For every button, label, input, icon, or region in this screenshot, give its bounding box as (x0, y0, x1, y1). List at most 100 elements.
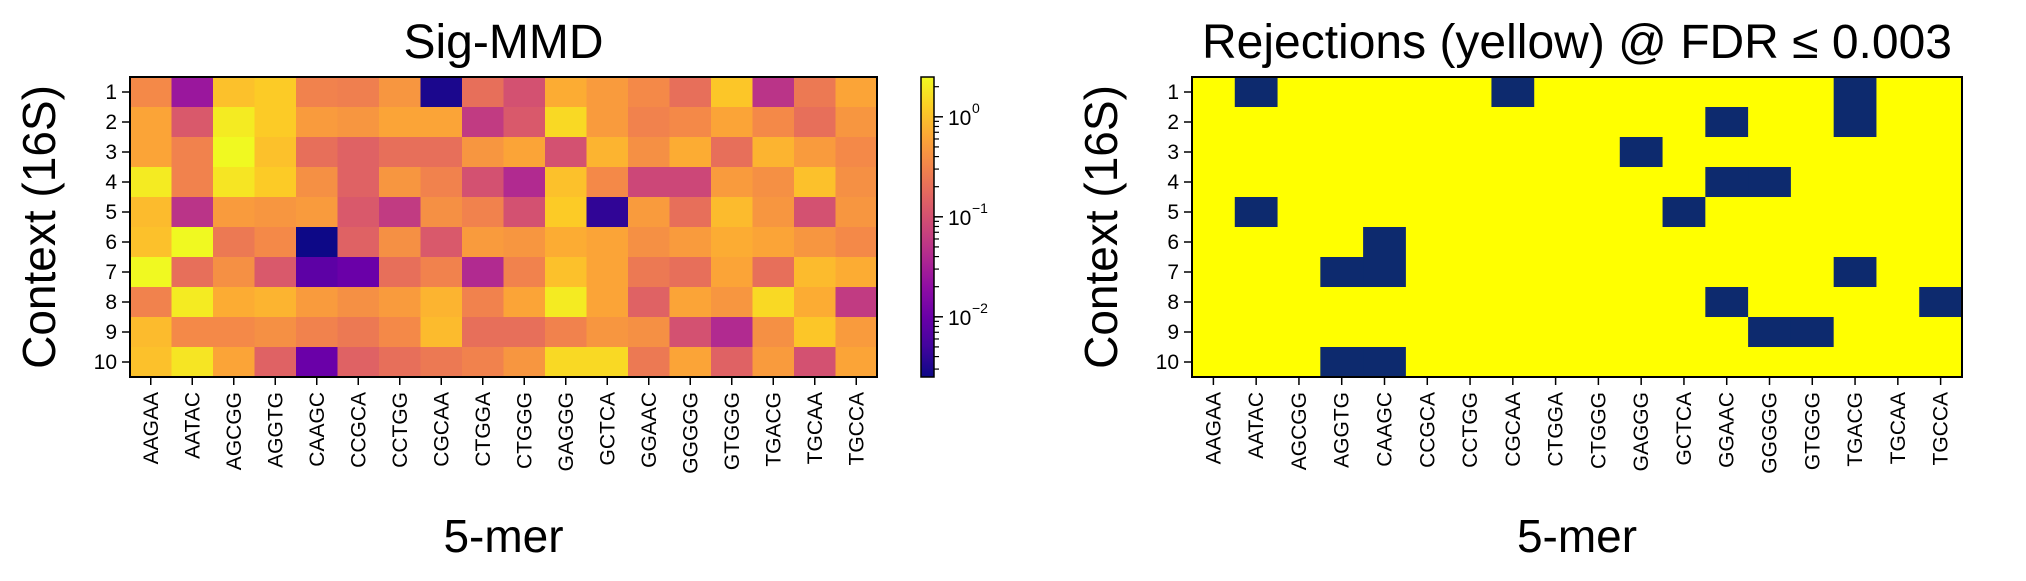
heatmap-cell (171, 137, 214, 168)
heatmap-cell (1405, 317, 1450, 348)
heatmap-cell (1705, 107, 1749, 138)
x-tick-label: CTGGA (472, 392, 495, 467)
heatmap-cell (1491, 227, 1535, 258)
y-tick-label: 5 (1167, 201, 1179, 224)
heatmap-cell (1491, 107, 1535, 138)
heatmap-cell (1363, 347, 1407, 378)
heatmap-cell (1919, 77, 1963, 108)
x-tick-label: GAGGG (555, 392, 578, 471)
heatmap-cell (1448, 317, 1493, 348)
heatmap-cell (130, 137, 173, 168)
heatmap-cell (130, 347, 173, 378)
heatmap-cell (503, 347, 546, 378)
heatmap-cell (213, 317, 256, 348)
heatmap-cell (1748, 167, 1792, 198)
heatmap-cell (213, 347, 256, 378)
heatmap-cell (1876, 167, 1920, 198)
colorbar-tick-exponent: −2 (972, 300, 988, 316)
heatmap-cell (1277, 137, 1321, 168)
heatmap-cell (1577, 107, 1621, 138)
heatmap-cell (1833, 227, 1878, 258)
heatmap-cell (379, 197, 422, 228)
heatmap-cell (835, 287, 878, 318)
heatmap-cell (1790, 227, 1835, 258)
heatmap-cell (337, 77, 380, 108)
heatmap-cell (1705, 137, 1749, 168)
heatmap-cell (213, 197, 256, 228)
heatmap-cell (711, 107, 754, 138)
heatmap-cell (1363, 77, 1407, 108)
heatmap-cell (1363, 317, 1407, 348)
chart-title: Rejections (yellow) @ FDR ≤ 0.003 (1202, 16, 1952, 69)
heatmap-cell (794, 287, 837, 318)
heatmap-cell (1876, 227, 1920, 258)
heatmap-cell (1919, 227, 1963, 258)
heatmap-cell (296, 197, 339, 228)
heatmap-cell (1448, 197, 1493, 228)
heatmap-cell (1662, 167, 1706, 198)
rejections-heatmap-panel: 1 2 3 4 5 6 7 8 9 10 AAGAA AATAC AGCGG AGGTG CAAGC CCGC… (1075, 16, 1963, 562)
heatmap-cell (462, 167, 505, 198)
heatmap-cell (1790, 77, 1835, 108)
x-tick-label: TGACG (1844, 392, 1867, 467)
heatmap-cell (462, 287, 505, 318)
x-tick-label: GTGGG (1801, 392, 1824, 470)
y-axis-label: Context (16S) (13, 85, 65, 369)
heatmap-cell (503, 107, 546, 138)
heatmap-cell (1234, 227, 1279, 258)
heatmap-cell (1277, 257, 1321, 288)
heatmap-cell (794, 107, 837, 138)
heatmap-cell (669, 317, 712, 348)
plot-frame (1191, 76, 1963, 378)
heatmap-cell (1405, 77, 1450, 108)
heatmap-cell (1534, 77, 1578, 108)
heatmap-cell (296, 167, 339, 198)
sig-mmd-heatmap-panel: 1 2 3 4 5 6 7 8 9 10 AAGAA AATAC AGCGG AGGTG CAAGC CCGC… (13, 16, 878, 562)
heatmap-cell (503, 77, 546, 108)
heatmap-cell (752, 167, 795, 198)
heatmap-cell (254, 197, 297, 228)
x-tick-label: CCGCA (1416, 392, 1439, 468)
heatmap-cell (1534, 317, 1578, 348)
heatmap-cell (545, 167, 588, 198)
heatmap-cell (1748, 347, 1792, 378)
heatmap-cell (1448, 137, 1493, 168)
x-tick-label: TGACG (762, 392, 785, 467)
heatmap-cell (1320, 287, 1364, 318)
heatmap-cell (1619, 107, 1664, 138)
heatmap-cell (503, 197, 546, 228)
heatmap-cell (1277, 197, 1321, 228)
heatmap-cell (171, 227, 214, 258)
heatmap-cell (254, 347, 297, 378)
heatmap-cell (296, 137, 339, 168)
heatmap-cell (752, 287, 795, 318)
heatmap-cell (669, 197, 712, 228)
heatmap-cell (1876, 257, 1920, 288)
heatmap-cell (171, 197, 214, 228)
heatmap-cell (711, 167, 754, 198)
heatmap-cell (1405, 227, 1450, 258)
heatmap-cell (1192, 227, 1236, 258)
heatmap-cell (337, 317, 380, 348)
heatmap-cell (337, 287, 380, 318)
heatmap-cell (752, 197, 795, 228)
heatmap-cell (1748, 77, 1792, 108)
heatmap-cell (1790, 347, 1835, 378)
heatmap-cell (1705, 317, 1749, 348)
heatmap-cell (213, 107, 256, 138)
heatmap-cell (835, 347, 878, 378)
heatmap-cell (752, 137, 795, 168)
heatmap-cell (1748, 317, 1792, 348)
heatmap-cell (1705, 77, 1749, 108)
heatmap-cell (1491, 197, 1535, 228)
heatmap-cell (1234, 137, 1279, 168)
heatmap-cell (171, 167, 214, 198)
heatmap-cell (1662, 287, 1706, 318)
heatmap-cell (794, 137, 837, 168)
heatmap-cell (1192, 197, 1236, 228)
heatmap-cell (254, 137, 297, 168)
heatmap-cell (1277, 77, 1321, 108)
heatmap-cell (337, 137, 380, 168)
heatmap-cell (1320, 347, 1364, 378)
heatmap-cell (130, 287, 173, 318)
